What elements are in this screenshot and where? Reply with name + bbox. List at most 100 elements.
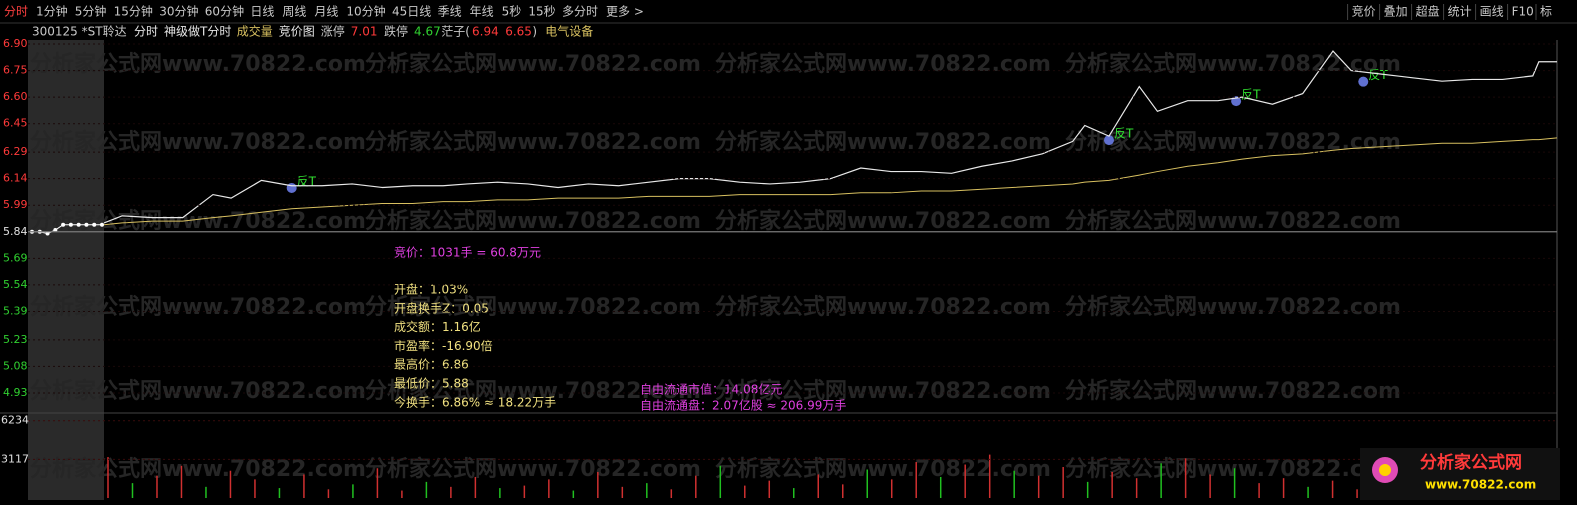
y-tick-label: 6.60 — [3, 90, 28, 103]
watermark: 分析家公式网www.70822.com — [365, 378, 701, 404]
stat-line: 成交额：1.16亿 — [394, 319, 481, 334]
y-tick-label: 4.93 — [3, 386, 28, 399]
period-tab[interactable]: 30分钟 — [159, 4, 198, 19]
marker-label: 反T — [297, 174, 317, 188]
period-tab[interactable]: 年线 — [470, 5, 494, 19]
info-item: 300125 *ST聆达 — [32, 25, 127, 39]
watermark: 分析家公式网www.70822.com — [1065, 456, 1401, 482]
period-tab[interactable]: 分时 — [4, 5, 28, 19]
stat-line: 市盈率：-16.90倍 — [394, 338, 493, 353]
auction-line — [32, 224, 102, 235]
period-tab[interactable]: 月线 — [314, 5, 338, 19]
watermark: 分析家公式网www.70822.com — [365, 129, 701, 155]
watermark: 分析家公式网www.70822.com — [1065, 208, 1401, 234]
info-item: 6.65 — [505, 25, 532, 39]
watermark: 分析家公式网www.70822.com — [30, 129, 366, 155]
watermark: 分析家公式网www.70822.com — [365, 51, 701, 77]
marker-icon — [1103, 135, 1114, 146]
info-item: 分时 — [134, 25, 158, 39]
y-tick-label: 5.08 — [3, 359, 28, 372]
series-line — [103, 50, 1557, 224]
stat-line: 最高价：6.86 — [394, 357, 469, 372]
marker-label: 反T — [1368, 68, 1388, 82]
y-tick-label: 6.14 — [3, 172, 28, 185]
period-tab[interactable]: 日线 — [250, 5, 274, 19]
y-tick-label: 6.75 — [3, 64, 28, 77]
period-tab[interactable]: 10分钟 — [346, 4, 385, 19]
period-tab[interactable]: 5秒 — [502, 5, 522, 19]
info-item: 涨停 — [321, 24, 345, 39]
toolbar-button[interactable]: 叠加 — [1384, 5, 1408, 19]
watermark: 分析家公式网www.70822.com — [715, 456, 1051, 482]
y-tick-label: 5.84 — [3, 225, 28, 238]
watermark: 分析家公式网www.70822.com — [1065, 51, 1401, 77]
y-tick-label: 6.90 — [3, 37, 28, 50]
watermark: 分析家公式网www.70822.com — [30, 378, 366, 404]
watermark: 分析家公式网www.70822.com — [30, 208, 366, 234]
info-item: 7.01 — [351, 25, 378, 39]
watermark: 分析家公式网www.70822.com — [715, 208, 1051, 234]
info-item: 电气设备 — [545, 24, 593, 39]
logo-center — [1379, 464, 1391, 476]
watermark: 分析家公式网www.70822.com — [715, 51, 1051, 77]
y-tick-label: 5.23 — [3, 333, 28, 346]
marker-label: 反T — [1114, 127, 1134, 141]
float-line: 自由流通市值：14.08亿元 — [640, 382, 782, 397]
info-item: 茫子( — [441, 25, 470, 39]
toolbar-button[interactable]: F10 — [1512, 5, 1534, 19]
info-item: 跌停 — [384, 24, 408, 39]
period-tab[interactable]: 45日线 — [392, 5, 431, 19]
toolbar-button[interactable]: 超盘 — [1416, 4, 1440, 19]
watermark: 分析家公式网www.70822.com — [365, 294, 701, 320]
auction-area — [28, 40, 104, 500]
info-item: 竞价图 — [279, 25, 315, 39]
period-tab[interactable]: 5分钟 — [75, 4, 107, 19]
watermark: 分析家公式网www.70822.com — [30, 51, 366, 77]
stat-line: 开盘换手Z：0.05 — [394, 300, 489, 315]
period-tab[interactable]: 周线 — [282, 5, 306, 19]
watermark: 分析家公式网www.70822.com — [715, 294, 1051, 320]
logo-url: www.70822.com — [1425, 478, 1536, 492]
period-tab[interactable]: 15分钟 — [114, 4, 153, 19]
float-line: 自由流通盘：2.07亿股 ≈ 206.99万手 — [640, 398, 846, 413]
y-tick-label: 6.29 — [3, 145, 28, 158]
period-tab[interactable]: 1分钟 — [36, 4, 68, 19]
toolbar-button[interactable]: 画线 — [1480, 5, 1504, 19]
stat-line: 开盘：1.03% — [394, 282, 468, 297]
watermark: 分析家公式网www.70822.com — [30, 294, 366, 320]
series-line — [103, 137, 1558, 226]
marker-icon — [1358, 76, 1369, 87]
info-item: ) — [532, 25, 537, 39]
watermark: 分析家公式网www.70822.com — [30, 456, 366, 482]
stat-line: 最低价：5.88 — [394, 377, 469, 391]
period-tab[interactable]: 多分时 — [562, 5, 598, 19]
watermark: 分析家公式网www.70822.com — [1065, 378, 1401, 404]
toolbar-button[interactable]: 竞价 — [1352, 5, 1376, 19]
toolbar-button[interactable]: 统计 — [1448, 5, 1472, 19]
stat-line: 今换手：6.86% ≈ 18.22万手 — [394, 394, 556, 409]
y-tick-label: 5.99 — [3, 198, 28, 211]
period-tab[interactable]: 季线 — [438, 5, 462, 19]
watermark: 分析家公式网www.70822.com — [1065, 129, 1401, 155]
period-tab[interactable]: 15秒 — [528, 5, 555, 19]
toolbar-button[interactable]: 标 — [1540, 5, 1552, 19]
watermark: 分析家公式网www.70822.com — [365, 208, 701, 234]
info-item: 神级做T分时 — [164, 24, 231, 39]
y-tick-label: 5.69 — [3, 251, 28, 264]
volume-tick-label: 3117 — [1, 452, 29, 465]
logo-name: 分析家公式网 — [1420, 452, 1522, 473]
info-item: 4.67 — [414, 25, 441, 39]
period-tab[interactable]: 更多 > — [606, 5, 644, 19]
y-tick-label: 6.45 — [3, 117, 28, 130]
y-tick-label: 5.54 — [3, 278, 28, 291]
info-item: 6.94 — [472, 25, 499, 39]
info-item: 成交量 — [237, 24, 273, 39]
volume-tick-label: 6234 — [1, 414, 29, 427]
watermark: 分析家公式网www.70822.com — [365, 456, 701, 482]
period-tab[interactable]: 60分钟 — [205, 4, 244, 19]
marker-icon — [286, 182, 297, 193]
auction-info: 竞价：1031手 = 60.8万元 — [394, 246, 541, 260]
watermark: 分析家公式网www.70822.com — [715, 378, 1051, 404]
watermark: 分析家公式网www.70822.com — [1065, 294, 1401, 320]
